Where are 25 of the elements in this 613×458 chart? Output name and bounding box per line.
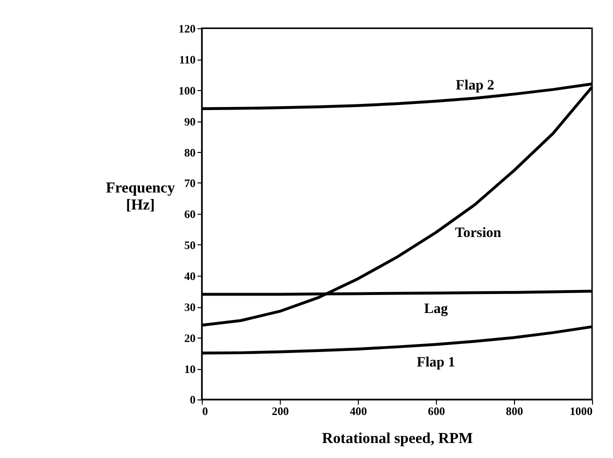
- x-tick-label: 1000: [570, 406, 593, 418]
- series-label: Flap 2: [456, 78, 494, 94]
- y-axis-title: Frequency [Hz]: [106, 179, 176, 214]
- y-tick-label: 70: [184, 178, 196, 190]
- y-tick-label: 80: [184, 147, 196, 160]
- series-label: Flap 1: [416, 354, 456, 370]
- series-label: Lag: [424, 301, 448, 318]
- y-tick-label: 100: [178, 85, 196, 98]
- y-tick-label: 20: [184, 332, 196, 345]
- x-tick-label: 400: [350, 406, 368, 418]
- y-tick-label: 90: [184, 116, 196, 128]
- x-axis-title: Rotational speed, RPM: [322, 430, 473, 447]
- y-tick-label: 10: [184, 364, 196, 376]
- y-tick-label: 50: [184, 240, 196, 252]
- y-tick-label: 30: [184, 302, 196, 314]
- x-tick-label: 0: [202, 406, 208, 418]
- y-tick-label: 120: [178, 24, 196, 36]
- x-tick-label: 600: [428, 406, 446, 418]
- x-tick-label: 200: [272, 406, 290, 418]
- y-tick-label: 110: [179, 54, 196, 66]
- x-tick-label: 800: [506, 406, 524, 418]
- y-tick-label: 40: [184, 270, 196, 283]
- y-tick-label: 60: [184, 209, 196, 222]
- series-label: Torsion: [454, 225, 502, 242]
- y-tick-label: 0: [190, 394, 196, 407]
